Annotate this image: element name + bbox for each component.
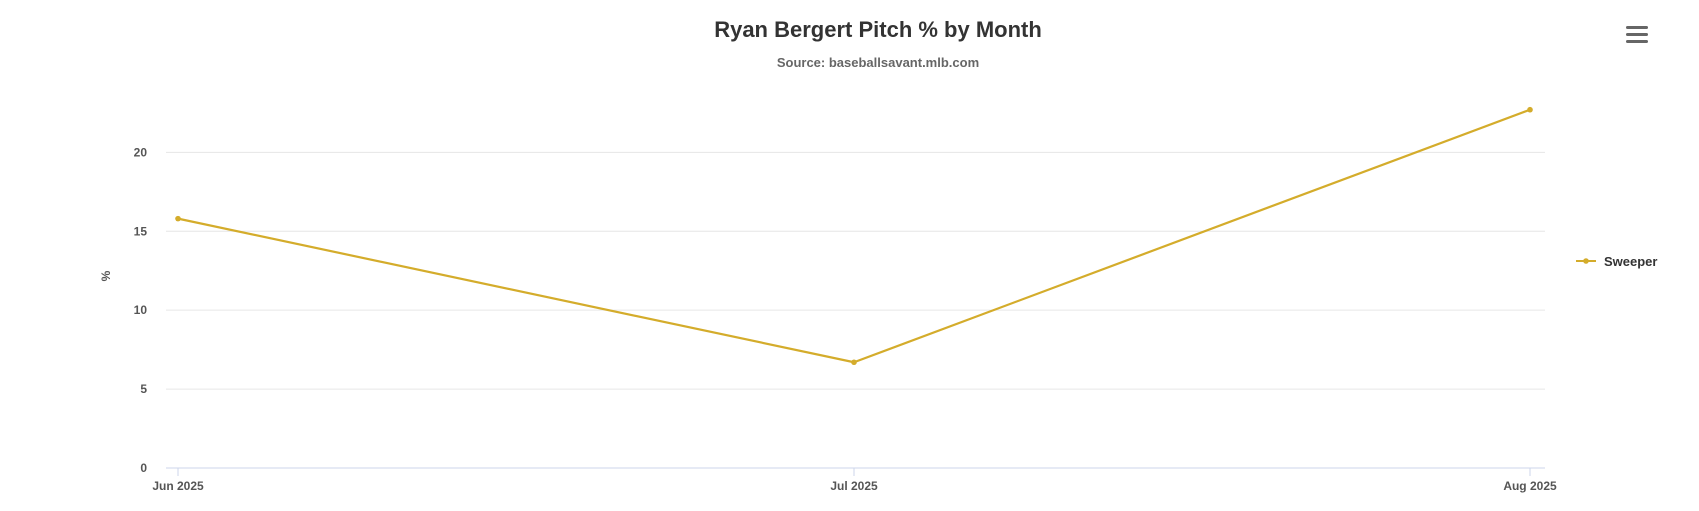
grid-layer — [166, 151, 1545, 390]
legend-item[interactable]: Sweeper — [1576, 254, 1657, 269]
y-tick-label: 5 — [140, 382, 147, 396]
hamburger-menu-icon[interactable] — [1622, 20, 1652, 48]
legend-label: Sweeper — [1604, 254, 1657, 269]
y-axis-ticks: 0 5 10 15 20 — [134, 145, 148, 475]
y-tick-label: 20 — [134, 145, 148, 159]
legend[interactable]: Sweeper — [1576, 254, 1657, 269]
y-tick-label: 15 — [134, 224, 148, 238]
y-tick-label: 10 — [134, 303, 148, 317]
legend-marker-symbol — [1583, 258, 1589, 264]
series-line-0 — [177, 108, 1531, 364]
y-tick-label: 0 — [140, 461, 147, 475]
data-point[interactable] — [1527, 106, 1533, 113]
chart-title: Ryan Bergert Pitch % by Month — [714, 17, 1042, 42]
data-point[interactable] — [851, 359, 857, 366]
x-axis: Jun 2025 Jul 2025 Aug 2025 — [152, 467, 1557, 493]
x-tick-label: Aug 2025 — [1503, 479, 1557, 493]
data-point[interactable] — [175, 215, 181, 222]
series-layer — [175, 106, 1533, 366]
x-tick-label: Jul 2025 — [830, 479, 878, 493]
x-tick-label: Jun 2025 — [152, 479, 204, 493]
y-axis-title: % — [99, 270, 113, 281]
chart-subtitle: Source: baseballsavant.mlb.com — [777, 55, 979, 70]
